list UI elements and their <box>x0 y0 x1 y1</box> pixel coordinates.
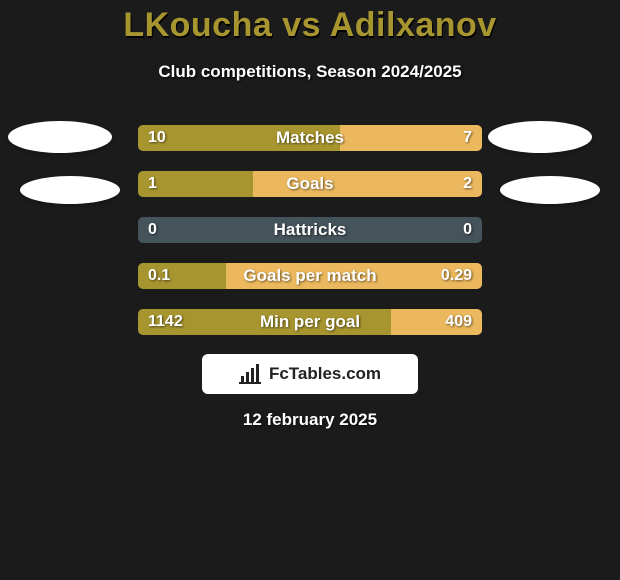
stat-row: 00Hattricks <box>138 217 482 243</box>
stat-label: Hattricks <box>138 217 482 243</box>
stat-row: 0.10.29Goals per match <box>138 263 482 289</box>
brand-chart-icon <box>239 364 263 384</box>
stat-row: 107Matches <box>138 125 482 151</box>
stat-label: Matches <box>138 125 482 151</box>
stat-row: 1142409Min per goal <box>138 309 482 335</box>
snapshot-date: 12 february 2025 <box>0 410 620 430</box>
comparison-subtitle: Club competitions, Season 2024/2025 <box>0 62 620 82</box>
brand-text: FcTables.com <box>269 364 381 384</box>
stat-row: 12Goals <box>138 171 482 197</box>
comparison-title: LKoucha vs Adilxanov <box>0 6 620 45</box>
player-avatar <box>20 176 120 204</box>
player-avatar <box>500 176 600 204</box>
brand-badge: FcTables.com <box>202 354 418 394</box>
stat-label: Min per goal <box>138 309 482 335</box>
player-avatar <box>488 121 592 153</box>
player-avatar <box>8 121 112 153</box>
stat-label: Goals per match <box>138 263 482 289</box>
stat-label: Goals <box>138 171 482 197</box>
